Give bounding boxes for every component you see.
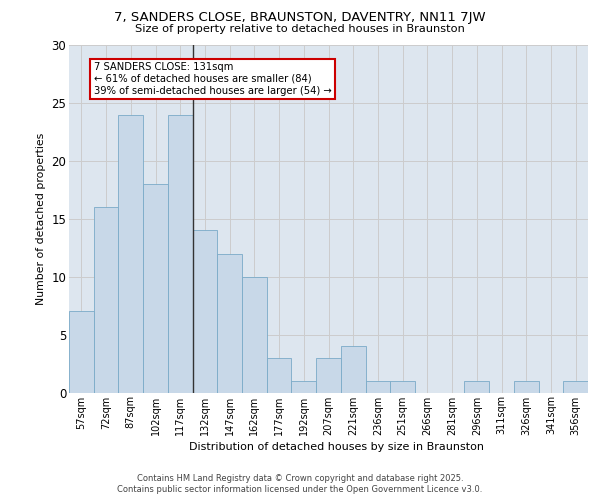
Bar [514, 381, 539, 392]
Y-axis label: Number of detached properties: Number of detached properties [36, 132, 46, 305]
Text: Size of property relative to detached houses in Braunston: Size of property relative to detached ho… [135, 24, 465, 34]
Bar [217, 254, 242, 392]
Bar [193, 230, 217, 392]
Text: 7, SANDERS CLOSE, BRAUNSTON, DAVENTRY, NN11 7JW: 7, SANDERS CLOSE, BRAUNSTON, DAVENTRY, N… [114, 12, 486, 24]
Bar [143, 184, 168, 392]
Bar [118, 114, 143, 392]
Bar [341, 346, 365, 393]
Bar [365, 381, 390, 392]
Bar [292, 381, 316, 392]
Bar [316, 358, 341, 392]
Bar [390, 381, 415, 392]
Bar [267, 358, 292, 392]
Text: 7 SANDERS CLOSE: 131sqm
← 61% of detached houses are smaller (84)
39% of semi-de: 7 SANDERS CLOSE: 131sqm ← 61% of detache… [94, 62, 331, 96]
Bar [168, 114, 193, 392]
Bar [563, 381, 588, 392]
Bar [94, 207, 118, 392]
Text: Contains HM Land Registry data © Crown copyright and database right 2025.
Contai: Contains HM Land Registry data © Crown c… [118, 474, 482, 494]
Text: Distribution of detached houses by size in Braunston: Distribution of detached houses by size … [188, 442, 484, 452]
Bar [69, 312, 94, 392]
Bar [242, 276, 267, 392]
Bar [464, 381, 489, 392]
